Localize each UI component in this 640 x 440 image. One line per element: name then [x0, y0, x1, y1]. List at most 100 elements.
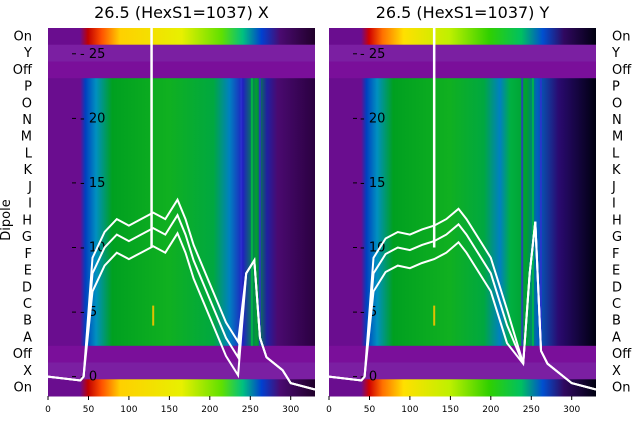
heatmap-row-18: [329, 312, 596, 330]
heatmap-row-22: [48, 379, 315, 397]
heatmap-row-8: [329, 145, 596, 163]
row-label: G: [22, 230, 32, 245]
xtick-label: 0: [326, 405, 332, 415]
heatmap-row-7: [329, 128, 596, 146]
heatmap-row-3: [48, 61, 315, 79]
xtick-label: 50: [83, 405, 95, 415]
overlay-ytick-label: - 15: [360, 176, 385, 191]
row-label: E: [24, 264, 32, 279]
heatmap-row-13: [48, 228, 315, 246]
heatmap-row-1: [329, 28, 596, 46]
row-label: K: [23, 163, 32, 178]
heatmap-row-14: [329, 245, 596, 263]
heatmap-row-6: [329, 111, 596, 129]
row-label: I: [612, 197, 616, 212]
xtick-label: 100: [120, 405, 137, 415]
row-label: B: [612, 314, 621, 329]
overlay-marker: [433, 305, 436, 326]
heatmap-row-16: [48, 278, 315, 297]
xtick-label: 300: [563, 405, 580, 415]
row-label: K: [612, 163, 621, 178]
row-label: X: [23, 364, 32, 379]
heatmap-row-2: [48, 44, 315, 62]
heatmap-row-10: [48, 178, 315, 196]
row-label: F: [25, 247, 32, 262]
heatmap-row-21: [329, 362, 596, 380]
row-label: Y: [23, 46, 32, 61]
row-label: N: [612, 113, 622, 128]
heatmap-row-12: [48, 212, 315, 230]
heatmap-row-16: [329, 278, 596, 297]
row-label: C: [23, 297, 32, 312]
row-label: Off: [612, 63, 632, 78]
row-label: H: [612, 213, 622, 228]
row-label: On: [14, 381, 32, 396]
row-label: H: [22, 213, 32, 228]
heatmap-row-1: [48, 28, 315, 46]
heatmap-stripe: [539, 78, 542, 346]
heatmap-row-11: [329, 195, 596, 213]
heatmap-row-9: [48, 161, 315, 179]
row-label: M: [21, 130, 32, 145]
heatmap-stripe: [250, 78, 253, 346]
heatmap-stripe: [521, 78, 524, 346]
heatmap-row-3: [329, 61, 596, 79]
row-label: J: [611, 180, 616, 195]
heatmap-row-22: [329, 379, 596, 397]
row-label: D: [612, 280, 622, 295]
heatmap-row-17: [329, 295, 596, 313]
overlay-ytick-label: - 20: [360, 111, 385, 126]
heatmap-row-6: [48, 111, 315, 129]
heatmap-row-5: [329, 94, 596, 113]
row-label: P: [612, 80, 620, 95]
row-label: On: [612, 381, 630, 396]
heatmap-row-5: [48, 94, 315, 113]
heatmap-stripe: [240, 78, 243, 346]
row-label: B: [23, 314, 32, 329]
heatmap-row-7: [48, 128, 315, 146]
xtick-label: 200: [482, 405, 499, 415]
row-label: On: [612, 29, 630, 44]
overlay-ytick-label: - 25: [360, 47, 385, 62]
overlay-ytick-label: - 10: [360, 241, 385, 256]
heatmap-row-20: [329, 345, 596, 363]
heatmap-row-19: [329, 329, 596, 347]
chart-title: 26.5 (HexS1=1037) Y: [376, 3, 550, 22]
heatmap-row-4: [48, 78, 315, 96]
xtick-label: 250: [242, 405, 259, 415]
heatmap-row-17: [48, 295, 315, 313]
row-label: Off: [612, 347, 632, 362]
xtick-label: 300: [282, 405, 299, 415]
row-label: C: [612, 297, 621, 312]
overlay-ytick-label: - 25: [80, 47, 105, 62]
row-label: Off: [13, 347, 33, 362]
heatmap-row-21: [48, 362, 315, 380]
row-label: L: [25, 147, 33, 162]
row-label: Off: [13, 63, 33, 78]
xtick-label: 50: [364, 405, 376, 415]
xtick-label: 0: [45, 405, 51, 415]
overlay-ytick-label: - 15: [80, 176, 105, 191]
row-label: A: [612, 331, 621, 346]
row-label: A: [23, 331, 32, 346]
row-label: X: [612, 364, 621, 379]
row-label: O: [22, 96, 32, 111]
row-label: I: [28, 197, 32, 212]
row-label: J: [27, 180, 32, 195]
row-label: L: [612, 147, 620, 162]
heatmap-stripe: [258, 78, 261, 346]
row-label: G: [612, 230, 622, 245]
heatmap-row-10: [329, 178, 596, 196]
heatmap-row-15: [48, 262, 315, 280]
heatmap-row-12: [329, 212, 596, 230]
heatmap-stripe: [531, 78, 534, 346]
row-label: On: [14, 29, 32, 44]
heatmap-row-11: [48, 195, 315, 213]
heatmap-row-18: [48, 312, 315, 330]
chart-title: 26.5 (HexS1=1037) X: [94, 3, 269, 22]
heatmap-row-19: [48, 329, 315, 347]
row-label: D: [22, 280, 32, 295]
xtick-label: 100: [401, 405, 418, 415]
xtick-label: 200: [201, 405, 218, 415]
